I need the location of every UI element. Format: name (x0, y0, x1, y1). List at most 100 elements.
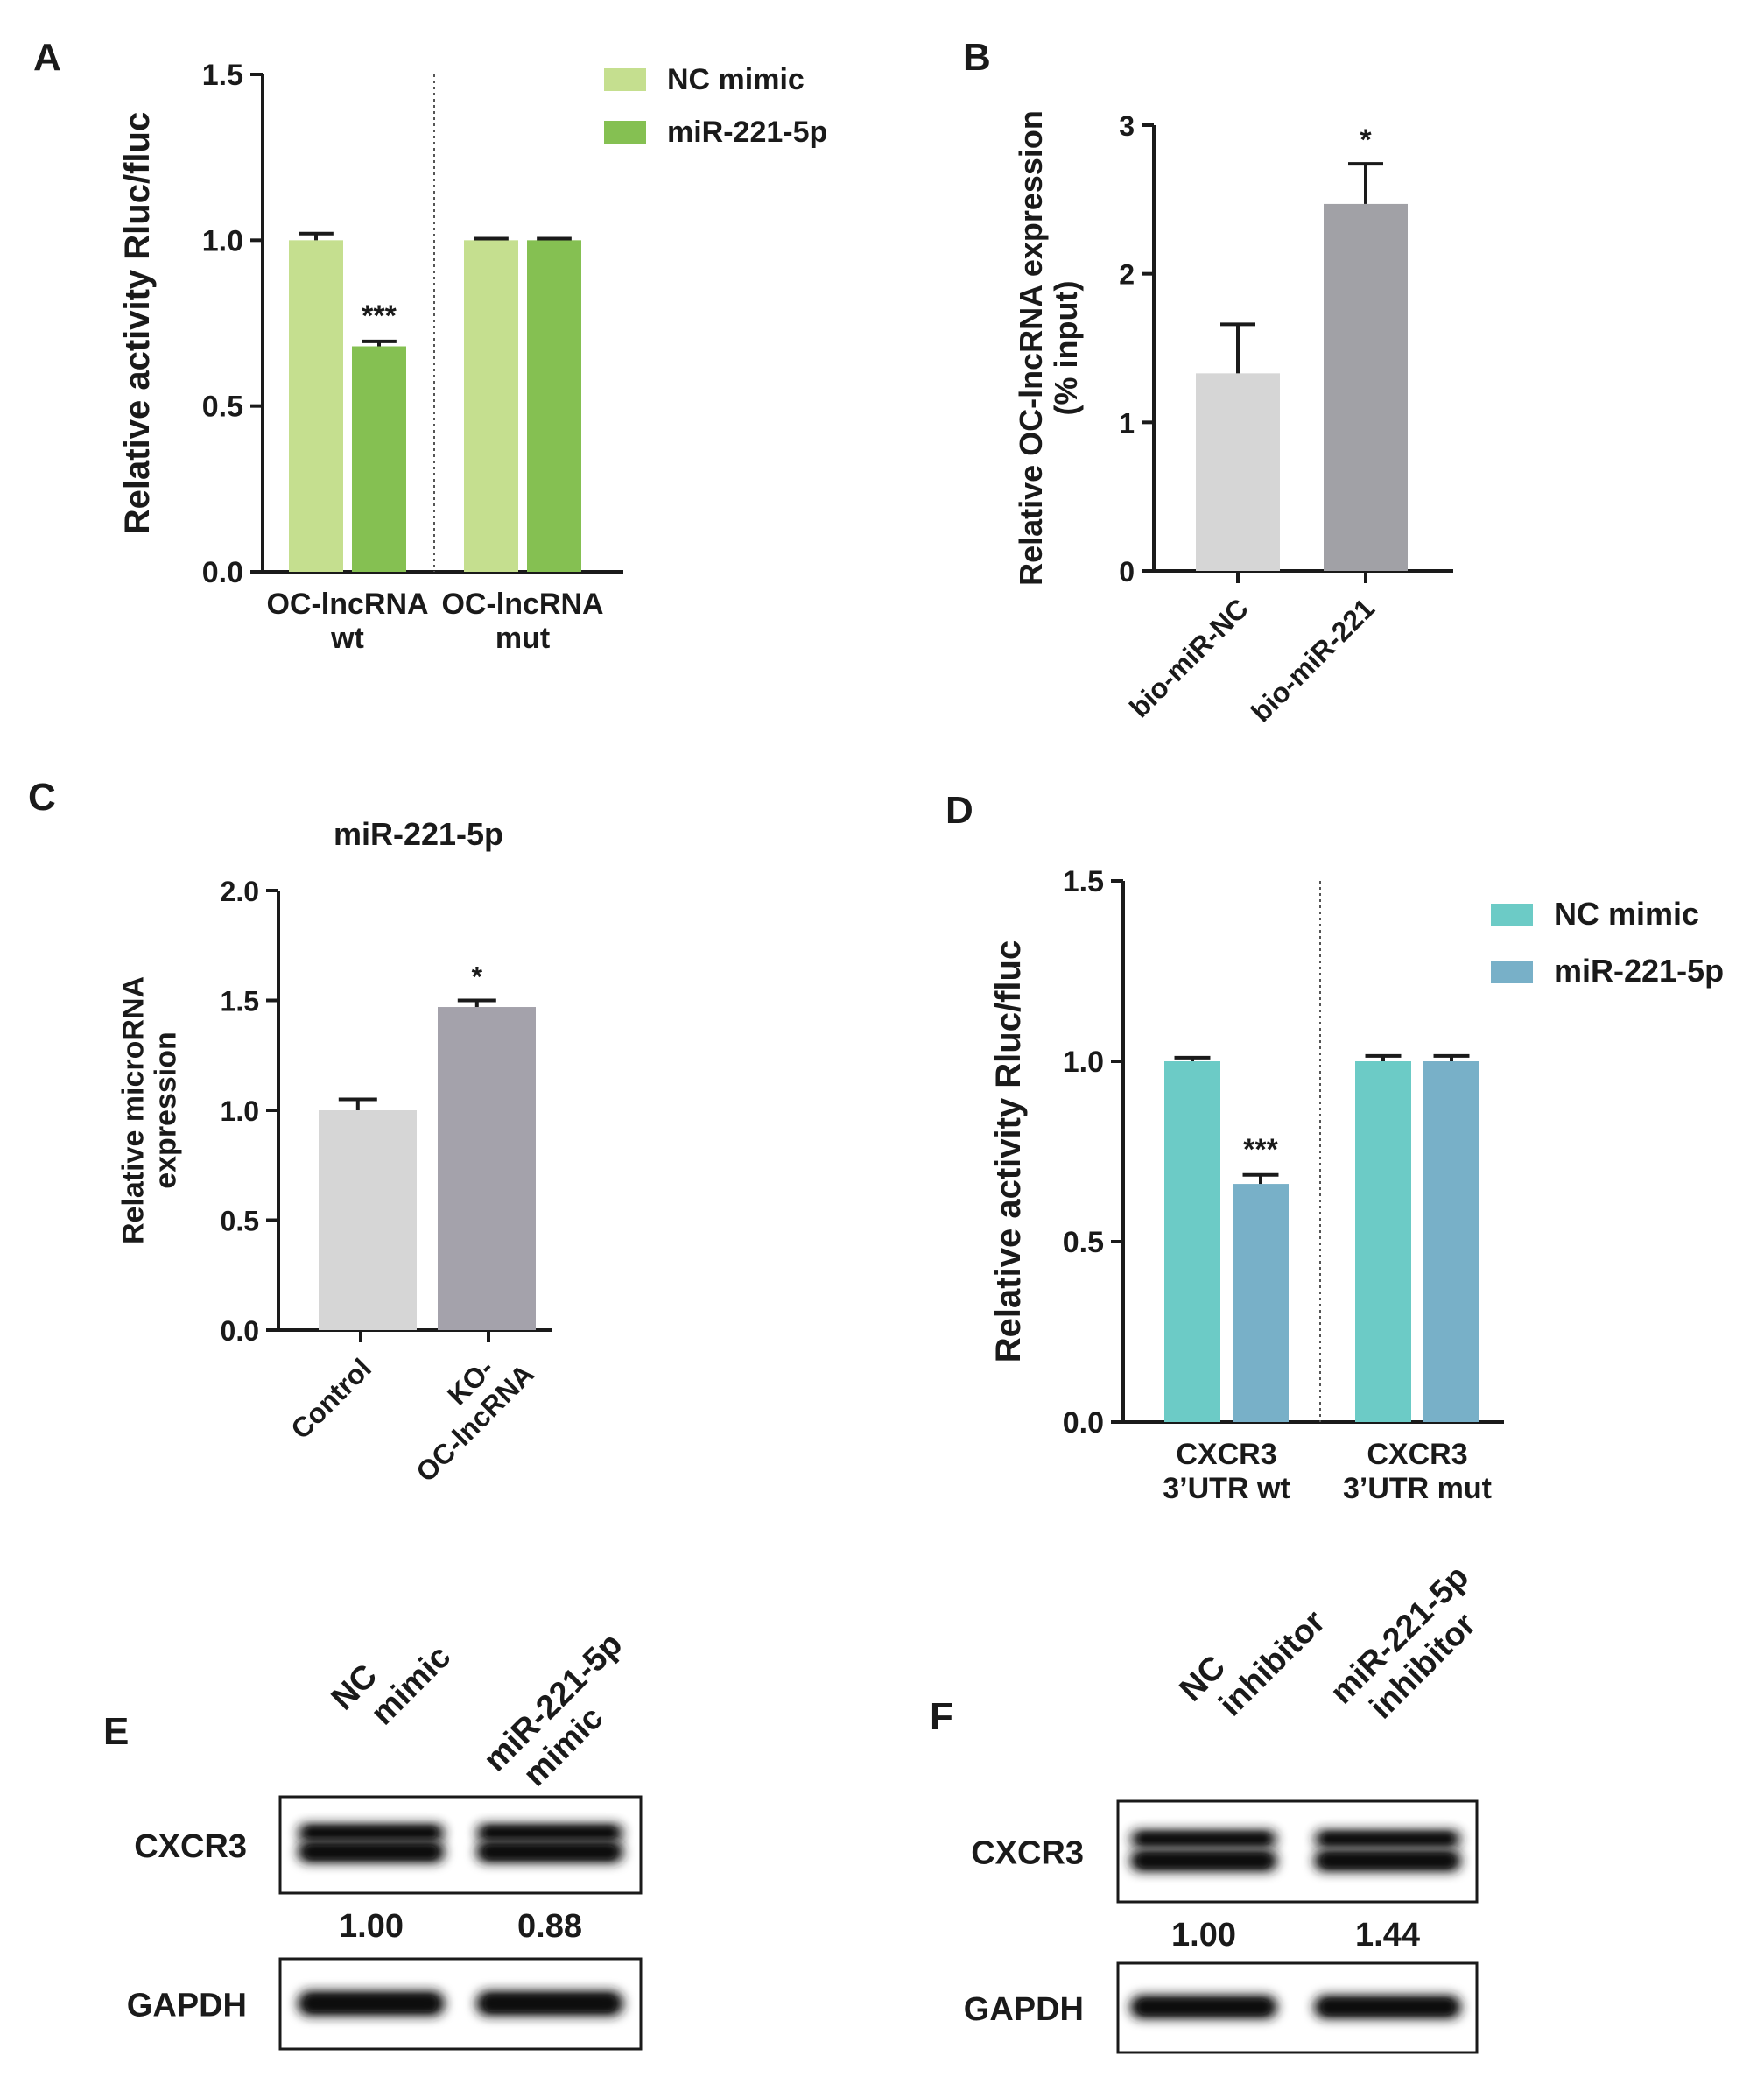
lane-label: miR-221-5pmimic (477, 1626, 657, 1806)
significance-label: * (472, 961, 483, 993)
y-tick-label: 0.5 (202, 391, 243, 424)
bar (1196, 373, 1280, 571)
legend-label: miR-221-5p (1554, 953, 1724, 989)
protein-band-core (1322, 1999, 1453, 2015)
group-label: 3’UTR wt (1163, 1472, 1290, 1505)
lane-label: miR-221-5pinhibitor (1324, 1559, 1504, 1739)
y-tick-label: 1.0 (202, 224, 243, 257)
significance-label: *** (362, 299, 397, 333)
y-tick-label: 0 (1119, 556, 1135, 588)
y-tick-label: 1.5 (1063, 865, 1104, 898)
band-quantification: 1.44 (1355, 1917, 1420, 1954)
group-label: mut (495, 622, 550, 655)
protein-band-core (1138, 1833, 1269, 1845)
panel-letter-d: D (945, 789, 973, 832)
legend-swatch (1491, 904, 1533, 926)
protein-band-core (1138, 1999, 1269, 2015)
y-axis-label-line: Relative OC-lncRNA expression (1013, 110, 1049, 586)
protein-band-core (306, 1827, 437, 1839)
group-label: OC-lncRNA (441, 588, 603, 621)
group-label: 3’UTR mut (1343, 1472, 1492, 1505)
group-label: CXCR3 (1367, 1438, 1467, 1471)
bar (319, 1110, 417, 1330)
lane-label: NCinhibitor (1173, 1576, 1333, 1736)
category-label: KO-OC-lncRNA (387, 1335, 540, 1489)
blot-row-label: GAPDH (127, 1988, 247, 2024)
y-axis-label-line: Relative activity Rluc/fluc (989, 940, 1028, 1362)
protein-band-core (484, 1827, 615, 1839)
protein-band-core (1322, 1854, 1453, 1868)
panel-letter-f: F (930, 1695, 953, 1738)
group-label: CXCR3 (1176, 1438, 1276, 1471)
panel-letter-b: B (963, 36, 991, 79)
y-axis-label-line: expression (150, 1031, 183, 1189)
y-tick-label: 2.0 (221, 876, 259, 907)
bar (1233, 1184, 1289, 1422)
category-label: Control (285, 1352, 377, 1445)
bar (289, 240, 343, 572)
y-tick-label: 0.0 (202, 556, 243, 589)
y-tick-label: 1 (1119, 407, 1135, 439)
y-axis-label-line: Relative microRNA (116, 976, 150, 1244)
protein-band-core (1138, 1854, 1269, 1868)
legend-swatch (604, 68, 646, 91)
category-label-line: bio-miR-NC (1123, 592, 1254, 723)
bar (1355, 1061, 1411, 1422)
protein-band-core (484, 1996, 615, 2011)
blot-row-label: GAPDH (964, 1991, 1084, 2028)
y-tick-label: 0.0 (1063, 1406, 1104, 1440)
bar (464, 240, 518, 572)
y-tick-label: 1.0 (221, 1095, 259, 1127)
panel-letter-a: A (33, 36, 61, 79)
y-axis-label: Relative microRNAexpression (116, 976, 182, 1244)
lane-label-line: inhibitor (1212, 1603, 1332, 1723)
y-tick-label: 1.0 (1063, 1046, 1104, 1079)
group-label: OC-lncRNA (266, 588, 428, 621)
panel-letter-e: E (103, 1710, 129, 1753)
band-quantification: 1.00 (1171, 1917, 1236, 1954)
panel-letter-c: C (28, 776, 56, 819)
protein-band-core (306, 1845, 437, 1859)
legend-label: NC mimic (667, 63, 805, 96)
significance-label: *** (1243, 1133, 1278, 1166)
protein-band-core (484, 1845, 615, 1859)
chart-panel-c: 0.0 0.5 1.0 1.5 2.0 Relative microRNAexpressi… (116, 816, 552, 1488)
y-axis-label-line: (% input) (1048, 281, 1084, 416)
chart-panel-b: 0 1 2 3 Relative OC-lncRNA expression(% inpu… (1013, 110, 1453, 728)
bar (438, 1007, 536, 1330)
protein-band-core (306, 1996, 437, 2011)
legend-label: NC mimic (1554, 896, 1699, 932)
category-label: bio-miR-NC (1123, 592, 1254, 723)
y-axis-label: Relative activity Rluc/fluc (989, 940, 1028, 1362)
legend-swatch (604, 121, 646, 144)
y-axis-label-line: Relative activity Rluc/fluc (118, 112, 157, 534)
bar (1164, 1061, 1220, 1422)
western-blot-panel-e: NCmimic miR-221-5pmimic CXCR3 1.00 0.88 GAPDH (127, 1626, 657, 2051)
category-label-line: Control (285, 1352, 377, 1445)
y-tick-label: 0.5 (1063, 1226, 1104, 1259)
significance-label: * (1360, 123, 1372, 157)
blot-row-label: CXCR3 (134, 1828, 247, 1865)
y-tick-label: 1.5 (202, 59, 243, 92)
y-tick-label: 2 (1119, 259, 1135, 291)
y-axis-label: Relative activity Rluc/fluc (118, 112, 157, 534)
chart-panel-a: 0.0 0.5 1.0 1.5 Relative activity Rluc/fluc *… (118, 59, 827, 655)
legend-label: miR-221-5p (667, 116, 827, 149)
bar (1324, 203, 1408, 571)
chart-panel-d: 0.0 0.5 1.0 1.5 Relative activity Rluc/fluc *… (989, 865, 1724, 1505)
band-quantification: 1.00 (339, 1908, 404, 1945)
bar (527, 240, 581, 572)
y-tick-label: 0.5 (221, 1206, 259, 1237)
y-tick-label: 0.0 (221, 1315, 259, 1347)
protein-band-core (1322, 1833, 1453, 1845)
category-label-line: bio-miR-221 (1245, 592, 1381, 728)
blot-row-label: CXCR3 (971, 1835, 1084, 1872)
group-label: wt (330, 622, 364, 655)
chart-title: miR-221-5p (334, 816, 503, 852)
y-axis-label: Relative OC-lncRNA expression(% input) (1013, 110, 1084, 586)
y-tick-label: 1.5 (221, 986, 259, 1017)
y-tick-label: 3 (1119, 110, 1135, 142)
legend-swatch (1491, 961, 1533, 983)
